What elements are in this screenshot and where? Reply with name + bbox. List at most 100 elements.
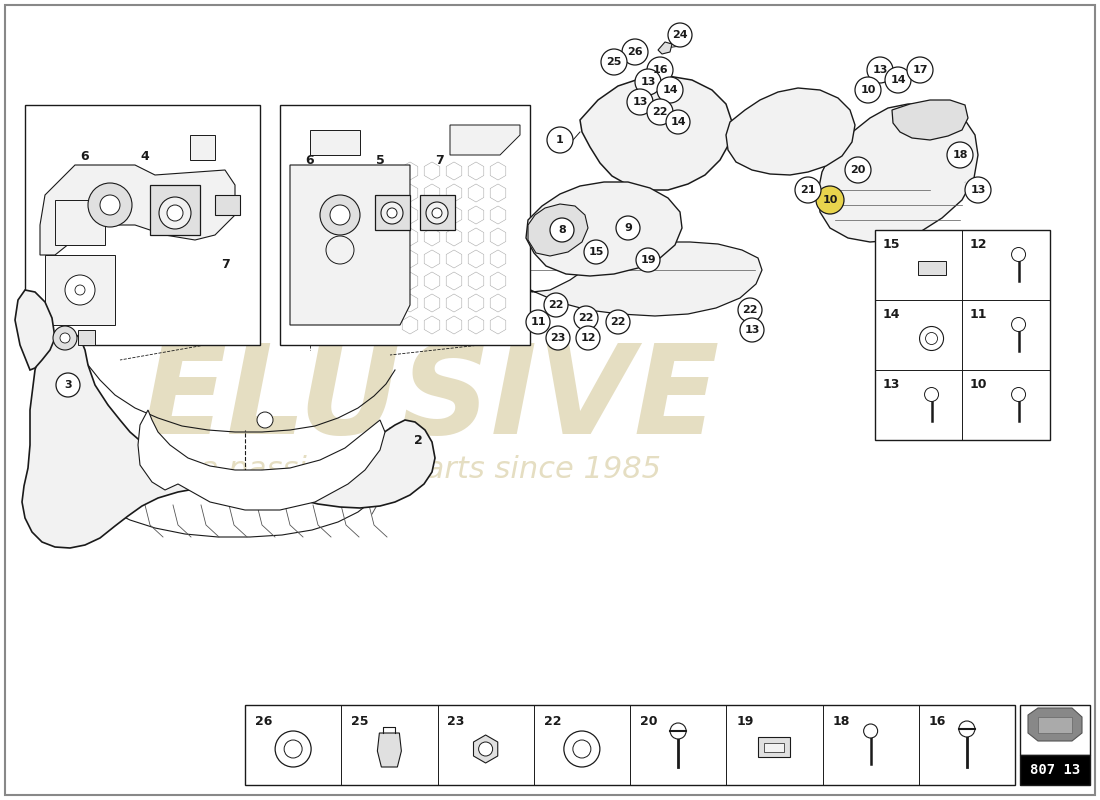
Circle shape: [547, 127, 573, 153]
Text: 22: 22: [543, 715, 561, 728]
Text: 13: 13: [745, 325, 760, 335]
Circle shape: [606, 310, 630, 334]
Circle shape: [574, 306, 598, 330]
Circle shape: [647, 99, 673, 125]
Circle shape: [526, 310, 550, 334]
Text: 18: 18: [953, 150, 968, 160]
Circle shape: [627, 89, 653, 115]
Text: 22: 22: [548, 300, 563, 310]
Text: 807 13: 807 13: [1030, 763, 1080, 777]
Polygon shape: [874, 230, 1050, 440]
Circle shape: [636, 248, 660, 272]
Polygon shape: [1028, 708, 1082, 741]
Text: 13: 13: [970, 185, 986, 195]
Circle shape: [75, 285, 85, 295]
Polygon shape: [917, 261, 946, 274]
Text: 16: 16: [928, 715, 946, 728]
Circle shape: [584, 240, 608, 264]
Text: 15: 15: [588, 247, 604, 257]
Text: 11: 11: [970, 308, 988, 321]
Text: 26: 26: [627, 47, 642, 57]
Polygon shape: [473, 735, 497, 763]
Circle shape: [320, 195, 360, 235]
Circle shape: [965, 177, 991, 203]
Circle shape: [925, 333, 937, 345]
Polygon shape: [1020, 705, 1090, 755]
Circle shape: [616, 216, 640, 240]
Circle shape: [816, 186, 844, 214]
Text: a passion for parts since 1985: a passion for parts since 1985: [199, 455, 660, 485]
Circle shape: [387, 208, 397, 218]
Circle shape: [738, 298, 762, 322]
Circle shape: [647, 57, 673, 83]
Text: 13: 13: [883, 378, 901, 391]
Text: 7: 7: [436, 154, 444, 166]
Polygon shape: [377, 733, 402, 767]
Circle shape: [53, 326, 77, 350]
Text: 13: 13: [872, 65, 888, 75]
Circle shape: [381, 202, 403, 224]
Circle shape: [65, 275, 95, 305]
Text: 13: 13: [640, 77, 656, 87]
Polygon shape: [190, 135, 214, 160]
Circle shape: [550, 218, 574, 242]
Text: 22: 22: [610, 317, 626, 327]
Text: 9: 9: [624, 223, 631, 233]
Polygon shape: [280, 105, 530, 345]
Circle shape: [275, 731, 311, 767]
Polygon shape: [526, 182, 682, 276]
Circle shape: [947, 142, 974, 168]
Circle shape: [167, 205, 183, 221]
Circle shape: [740, 318, 764, 342]
Circle shape: [426, 202, 448, 224]
Polygon shape: [818, 104, 978, 242]
Polygon shape: [45, 255, 116, 325]
Text: 1: 1: [557, 135, 564, 145]
Circle shape: [924, 387, 938, 402]
Text: 10: 10: [823, 195, 838, 205]
Polygon shape: [892, 100, 968, 140]
Text: 19: 19: [736, 715, 754, 728]
Text: 25: 25: [606, 57, 621, 67]
Circle shape: [657, 77, 683, 103]
Circle shape: [330, 205, 350, 225]
Circle shape: [100, 195, 120, 215]
Polygon shape: [290, 165, 410, 325]
Circle shape: [573, 740, 591, 758]
Text: 6: 6: [80, 150, 89, 163]
Polygon shape: [450, 125, 520, 155]
Text: 4: 4: [141, 150, 150, 163]
Polygon shape: [245, 705, 1015, 785]
Text: 21: 21: [801, 185, 816, 195]
Circle shape: [160, 197, 191, 229]
Text: 10: 10: [860, 85, 876, 95]
Circle shape: [920, 326, 944, 350]
Circle shape: [668, 23, 692, 47]
Circle shape: [257, 412, 273, 428]
Text: 20: 20: [850, 165, 866, 175]
Circle shape: [845, 157, 871, 183]
Polygon shape: [1020, 755, 1090, 785]
Polygon shape: [22, 330, 434, 548]
Circle shape: [635, 69, 661, 95]
Circle shape: [864, 724, 878, 738]
Circle shape: [56, 373, 80, 397]
Text: 13: 13: [632, 97, 648, 107]
Circle shape: [959, 721, 975, 737]
Circle shape: [88, 183, 132, 227]
Polygon shape: [758, 737, 791, 757]
Polygon shape: [25, 105, 260, 345]
Circle shape: [546, 326, 570, 350]
Circle shape: [576, 326, 600, 350]
Polygon shape: [528, 204, 588, 256]
Text: 5: 5: [375, 154, 384, 166]
Circle shape: [795, 177, 821, 203]
Circle shape: [855, 77, 881, 103]
Polygon shape: [55, 200, 104, 245]
Text: 14: 14: [883, 308, 901, 321]
Text: 7: 7: [221, 258, 230, 271]
Text: 17: 17: [912, 65, 927, 75]
Polygon shape: [726, 88, 855, 175]
Text: 12: 12: [970, 238, 988, 251]
Polygon shape: [40, 165, 235, 255]
